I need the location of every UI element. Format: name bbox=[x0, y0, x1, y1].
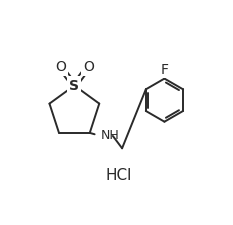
Text: NH: NH bbox=[100, 129, 119, 142]
Text: S: S bbox=[69, 79, 79, 92]
Text: F: F bbox=[161, 63, 168, 77]
Text: O: O bbox=[55, 60, 66, 74]
Text: HCl: HCl bbox=[106, 168, 132, 183]
Text: O: O bbox=[83, 60, 94, 74]
